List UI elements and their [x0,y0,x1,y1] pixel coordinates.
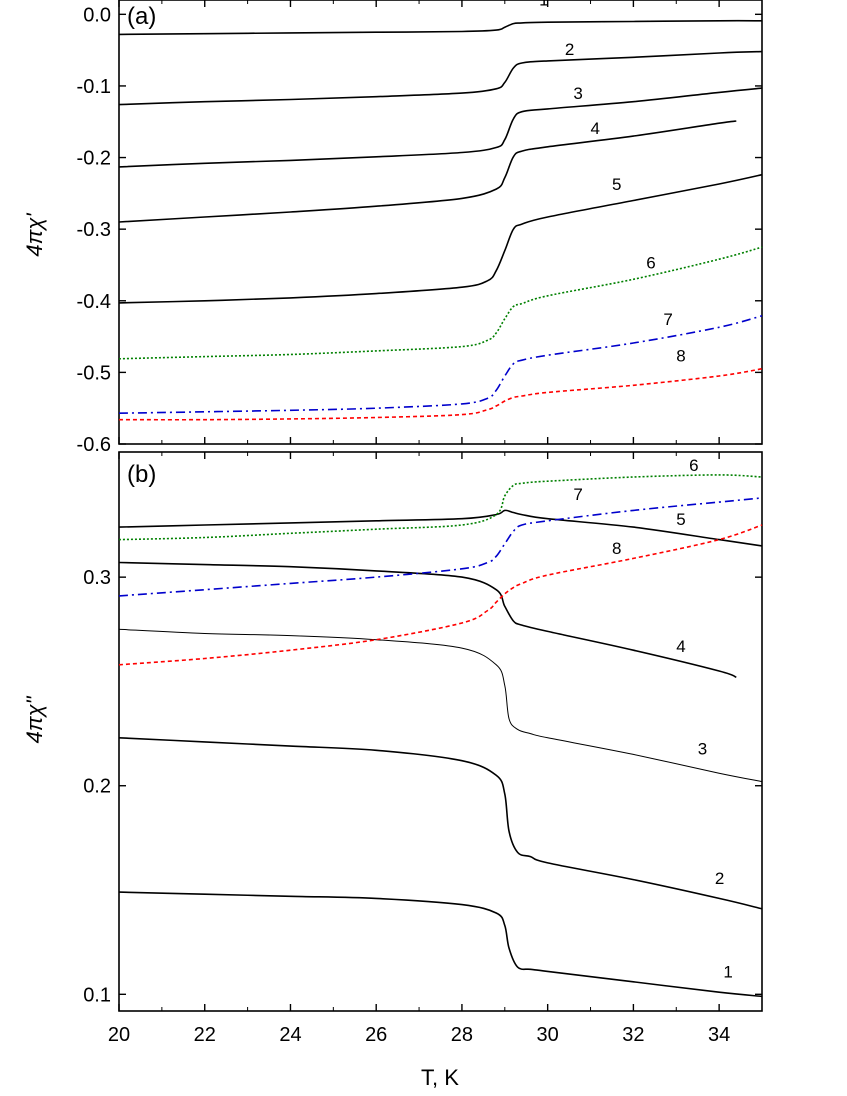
panel-b-tag: (b) [127,461,156,488]
x-tick-label: 30 [537,1024,559,1046]
series-4-line [118,561,737,679]
series-7-label: 7 [573,485,582,504]
series-6-line [118,474,763,541]
x-tick-label: 28 [451,1024,473,1046]
series-5-label: 5 [612,175,621,194]
y-tick-label: -0.5 [77,362,111,384]
panel-b-x-ticks: 20 22 24 26 28 30 32 34 [108,452,730,1046]
panel-a-y-axis-title: 4πχ' [22,213,47,257]
series-2-line [118,50,763,106]
series-1-label: 1 [723,963,732,982]
panel-a-tag: (a) [127,3,156,30]
series-2-label: 2 [565,40,574,59]
y-tick-label: 0.0 [83,4,111,26]
series-2-label: 2 [715,869,724,888]
y-tick-label: 0.3 [83,567,111,589]
panel-a-y-ticks: 0.0 -0.1 -0.2 -0.3 -0.4 -0.5 -0.6 [77,4,762,456]
panel-b-plot-area: 1 2 3 4 5 6 7 8 [118,456,763,998]
panel-a-x-ticks [118,0,720,444]
y-tick-label: -0.6 [77,434,111,456]
panel-b-y-axis-title: 4πχ" [22,695,47,743]
series-8-label: 8 [676,347,685,366]
x-tick-label: 24 [279,1024,301,1046]
series-6-label: 6 [646,254,655,273]
series-5-label: 5 [676,510,685,529]
x-tick-label: 22 [194,1024,216,1046]
x-tick-label: 20 [108,1024,130,1046]
series-7-line [118,497,763,597]
panel-b-y-ticks: 0.1 0.2 0.3 [83,567,762,1006]
series-2-line [118,737,763,910]
series-3-line [118,628,763,783]
series-4-line [118,120,737,223]
series-3-label: 3 [573,84,582,103]
series-6-label: 6 [689,456,698,475]
series-5-line [118,173,763,304]
series-5-line [118,509,763,547]
x-tick-label: 34 [708,1024,730,1046]
y-tick-label: -0.4 [77,291,111,313]
panel-a-frame [118,0,763,445]
series-8-line [118,524,763,666]
series-1-line [118,891,763,998]
y-tick-label: -0.3 [77,219,111,241]
x-axis-title: T, K [421,1065,459,1090]
series-8-line [118,368,763,421]
series-7-label: 7 [663,310,672,329]
y-tick-label: -0.1 [77,76,111,98]
panel-b-frame [118,451,763,1012]
x-tick-label: 32 [622,1024,644,1046]
series-7-line [118,315,763,414]
y-tick-label: 0.2 [83,776,111,798]
series-1-label: 1 [539,0,548,10]
series-4-label: 4 [591,119,600,138]
series-3-label: 3 [698,739,707,758]
series-4-label: 4 [676,637,685,656]
series-8-label: 8 [612,539,621,558]
series-3-line [118,87,763,168]
x-tick-label: 26 [365,1024,387,1046]
y-tick-label: -0.2 [77,148,111,170]
y-tick-label: 0.1 [83,984,111,1006]
series-1-line [118,19,763,36]
series-6-line [118,246,763,360]
